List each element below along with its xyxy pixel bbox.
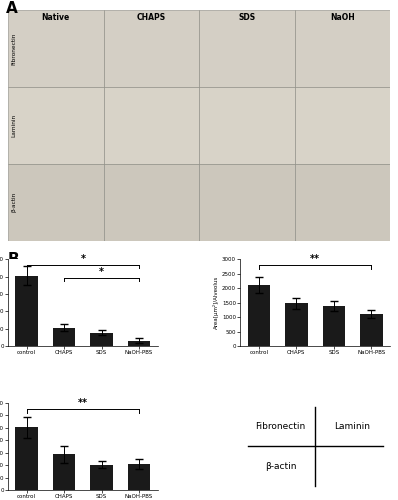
Bar (248, 286, 270, 346)
Bar (199, 10, 295, 86)
Bar (104, 10, 199, 86)
Bar (104, 87, 199, 164)
Text: Fibronectin: Fibronectin (256, 422, 306, 431)
Bar (90, 464, 113, 490)
Bar (128, 464, 150, 490)
Y-axis label: Area[μm²]/Alveolus: Area[μm²]/Alveolus (213, 276, 219, 330)
Bar (285, 304, 308, 346)
Bar (53, 454, 75, 490)
Bar (199, 87, 295, 164)
Bar (53, 328, 75, 346)
Text: Fibronectin: Fibronectin (12, 32, 17, 64)
Text: A: A (6, 1, 18, 16)
Bar (16, 428, 38, 490)
Bar (323, 306, 345, 346)
Bar (295, 10, 390, 86)
Text: B: B (8, 252, 20, 268)
Bar (8, 10, 103, 86)
Text: NaOH: NaOH (330, 14, 355, 22)
Bar (295, 164, 390, 240)
Bar (128, 340, 150, 346)
Text: β-actin: β-actin (265, 462, 297, 471)
Text: β-actin: β-actin (12, 192, 17, 212)
Text: SDS: SDS (238, 14, 256, 22)
Bar (360, 314, 382, 346)
Text: Native: Native (42, 14, 70, 22)
Bar (8, 87, 103, 164)
Bar (8, 164, 103, 240)
Text: CHAPS: CHAPS (137, 14, 166, 22)
Text: **: ** (78, 398, 88, 408)
Bar (16, 276, 38, 346)
Bar (199, 164, 295, 240)
Text: Laminin: Laminin (12, 114, 17, 137)
Bar (90, 333, 113, 346)
Text: Laminin: Laminin (335, 422, 371, 431)
Text: **: ** (310, 254, 320, 264)
Text: *: * (80, 254, 86, 264)
Bar (104, 164, 199, 240)
Text: *: * (99, 267, 104, 277)
Bar (295, 87, 390, 164)
